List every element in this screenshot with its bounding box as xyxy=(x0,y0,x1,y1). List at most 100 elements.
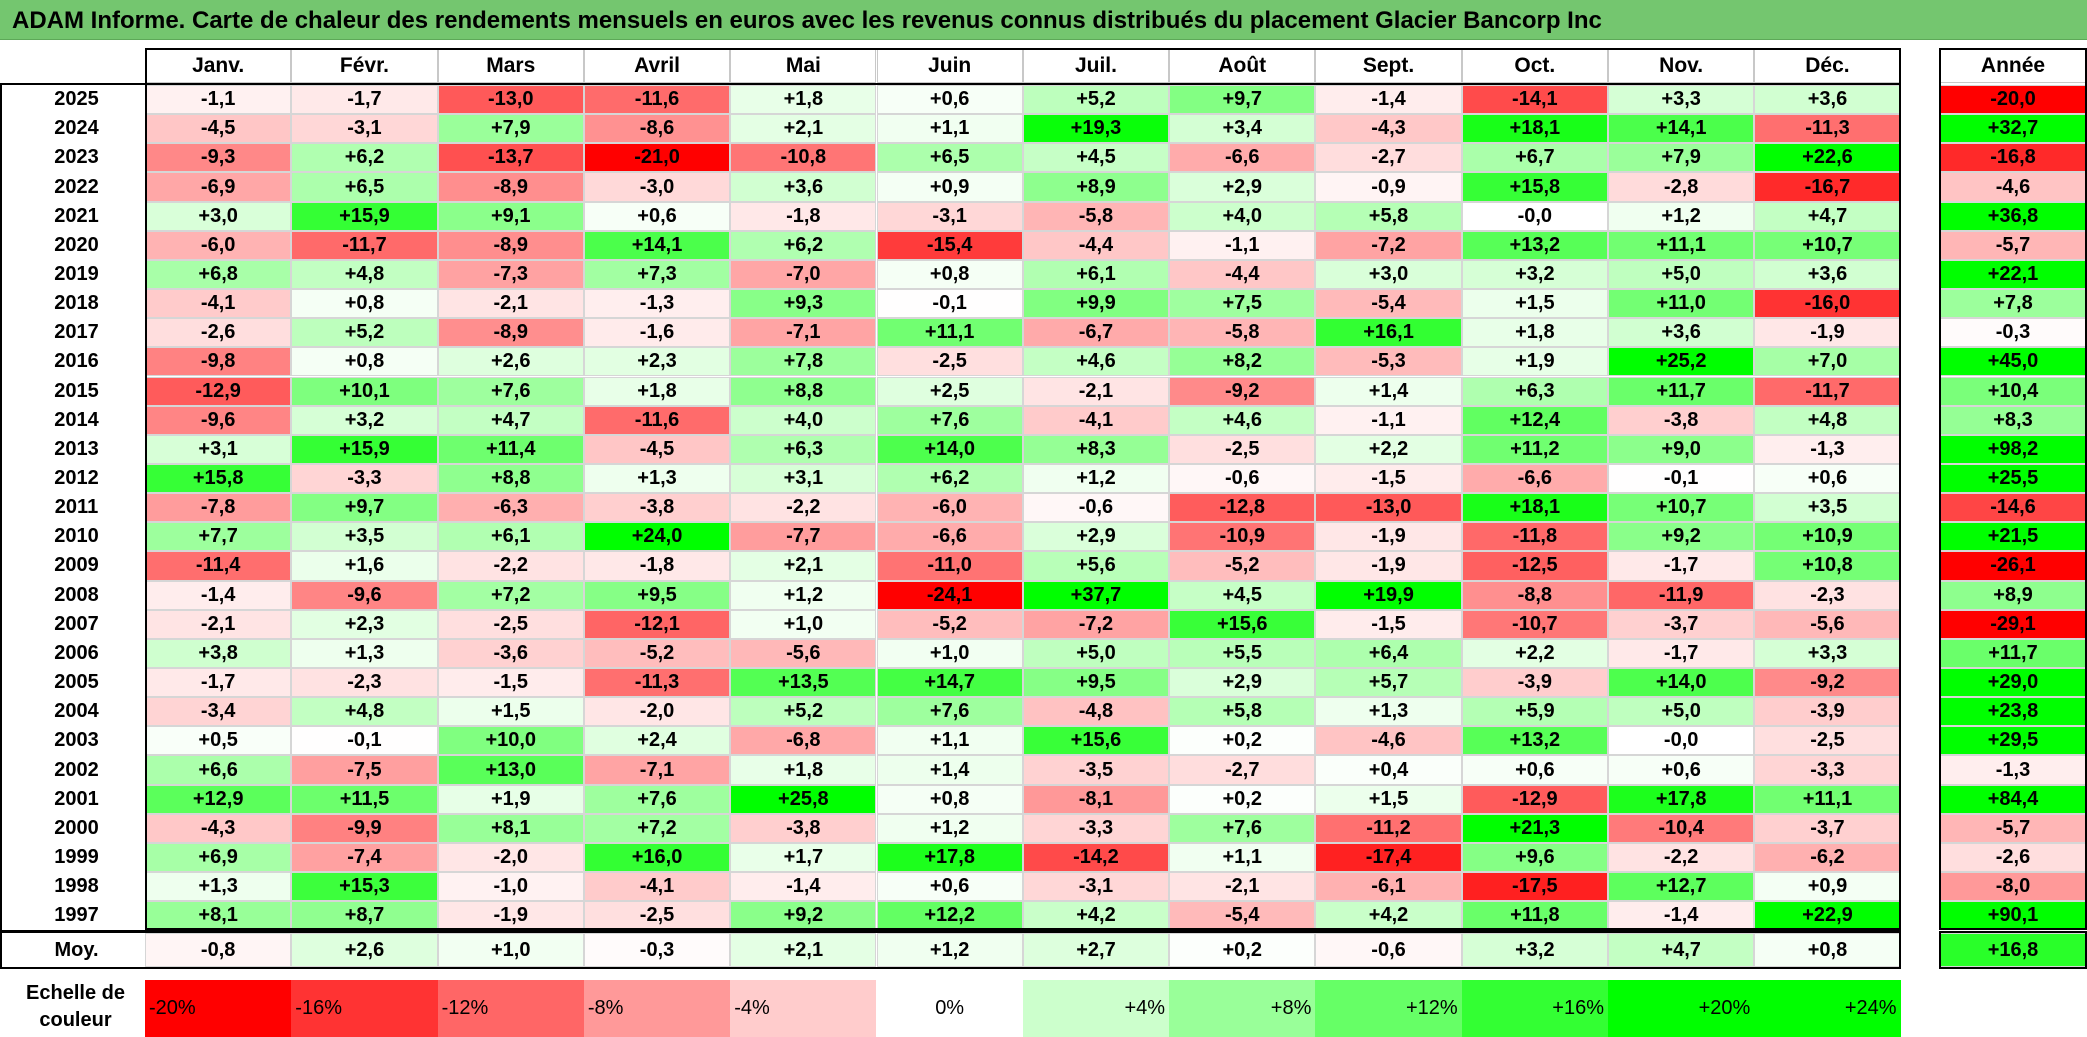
heatmap-cell: +11,1 xyxy=(1754,784,1901,814)
color-scale-stop: -12% xyxy=(437,980,584,1037)
heatmap-cell: +9,0 xyxy=(1608,434,1755,464)
heatmap-cell: +4,5 xyxy=(1022,143,1170,173)
heatmap-cell: -3,3 xyxy=(1022,813,1170,843)
heatmap-cell: -1,1 xyxy=(145,85,292,115)
heatmap-cell: -1,1 xyxy=(1315,405,1462,435)
heatmap-cell: -2,6 xyxy=(145,318,292,348)
annual-cell: +90,1 xyxy=(1939,901,2087,931)
heatmap-cell: -13,0 xyxy=(1315,493,1462,523)
annual-cell: +11,7 xyxy=(1939,638,2087,668)
heatmap-cell: +14,7 xyxy=(876,668,1023,698)
heatmap-cell: -13,0 xyxy=(437,85,584,115)
heatmap-cell: +11,1 xyxy=(1608,230,1755,260)
heatmap-cell: -2,7 xyxy=(1315,143,1462,173)
heatmap-cell: +1,5 xyxy=(437,697,584,727)
heatmap-cell: +3,3 xyxy=(1608,85,1755,115)
heatmap-cell: -0,6 xyxy=(1022,493,1170,523)
color-scale-stop: +12% xyxy=(1315,980,1462,1037)
heatmap-cell: -3,9 xyxy=(1461,668,1608,698)
heatmap-cell: +1,5 xyxy=(1461,289,1608,319)
average-annual-cell: +16,8 xyxy=(1939,933,2087,967)
heatmap-cell: +1,3 xyxy=(291,638,438,668)
heatmap-cell: +1,3 xyxy=(145,872,292,902)
heatmap-cell: +1,7 xyxy=(730,842,877,873)
color-scale-stop: +4% xyxy=(1022,980,1170,1037)
heatmap-cell: +1,1 xyxy=(876,114,1023,144)
heatmap-cell: +12,4 xyxy=(1461,405,1608,435)
heatmap-cell: +17,8 xyxy=(1608,784,1755,814)
year-label: 2010 xyxy=(54,525,99,548)
average-cell: +2,7 xyxy=(1022,933,1170,967)
heatmap-cell: -7,3 xyxy=(437,259,584,290)
year-label: 1997 xyxy=(54,904,99,927)
heatmap-cell: +7,3 xyxy=(583,259,731,290)
annual-cell: -0,3 xyxy=(1939,318,2087,348)
heatmap-cell: +2,1 xyxy=(730,114,877,144)
heatmap-cell: +9,2 xyxy=(730,901,877,931)
color-scale-stop: +8% xyxy=(1169,980,1316,1037)
heatmap-cell: +5,2 xyxy=(291,318,438,348)
average-cell: -0,3 xyxy=(583,933,731,967)
heatmap-cell: -1,5 xyxy=(1315,609,1462,639)
heatmap-cell: -3,1 xyxy=(1022,872,1170,902)
heatmap-cell: +10,9 xyxy=(1754,522,1901,552)
heatmap-cell: -0,0 xyxy=(1608,726,1755,756)
heatmap-cell: +1,3 xyxy=(1315,697,1462,727)
heatmap-cell: +7,0 xyxy=(1754,347,1901,377)
heatmap-cell: -7,0 xyxy=(730,259,877,290)
year-label: 2009 xyxy=(54,554,99,577)
heatmap-cell: +10,1 xyxy=(291,376,438,406)
heatmap-cell: +9,5 xyxy=(583,580,731,610)
heatmap-cell: -7,5 xyxy=(291,755,438,785)
heatmap-cell: +5,8 xyxy=(1169,697,1316,727)
heatmap-cell: +0,6 xyxy=(583,201,731,231)
heatmap-cell: +25,2 xyxy=(1608,347,1755,377)
heatmap-cell: -4,1 xyxy=(145,289,292,319)
year-label: 2012 xyxy=(54,467,99,489)
heatmap-cell: +0,6 xyxy=(876,872,1023,902)
heatmap-cell: +5,7 xyxy=(1315,668,1462,698)
heatmap-cell: +3,6 xyxy=(1608,318,1755,348)
heatmap-cell: -2,5 xyxy=(1169,434,1316,464)
heatmap-cell: -2,5 xyxy=(437,609,584,639)
heatmap-cell: +22,6 xyxy=(1754,143,1901,173)
heatmap-cell: -3,4 xyxy=(145,697,292,727)
heatmap-cell: -1,9 xyxy=(1315,522,1462,552)
month-header: Août xyxy=(1169,48,1316,83)
heatmap-cell: -2,8 xyxy=(1608,172,1755,202)
year-label: 2006 xyxy=(54,641,99,664)
heatmap-cell: +3,2 xyxy=(1461,259,1608,290)
annual-cell: -4,6 xyxy=(1939,172,2087,202)
heatmap-cell: +7,8 xyxy=(730,347,877,377)
heatmap-cell: +13,0 xyxy=(437,755,584,785)
year-label: 2015 xyxy=(54,379,99,402)
heatmap-cell: +1,3 xyxy=(583,463,731,494)
heatmap-cell: +1,1 xyxy=(876,726,1023,756)
heatmap-cell: +4,0 xyxy=(1169,201,1316,231)
heatmap-cell: -6,3 xyxy=(437,493,584,523)
heatmap-cell: +3,1 xyxy=(730,463,877,494)
average-cell: +4,7 xyxy=(1608,933,1755,967)
heatmap-cell: -12,8 xyxy=(1169,493,1316,523)
heatmap-cell: +1,4 xyxy=(876,755,1023,785)
heatmap-cell: +37,7 xyxy=(1022,580,1170,610)
annual-cell: -16,8 xyxy=(1939,143,2087,173)
heatmap-cell: +7,6 xyxy=(583,784,731,814)
heatmap-cell: +0,9 xyxy=(1754,872,1901,902)
heatmap-cell: +7,7 xyxy=(145,522,292,552)
heatmap-cell: +4,2 xyxy=(1022,901,1170,931)
heatmap-cell: +3,8 xyxy=(145,638,292,668)
heatmap-cell: +4,8 xyxy=(291,697,438,727)
heatmap-cell: +10,0 xyxy=(437,726,584,756)
heatmap-cell: +0,8 xyxy=(291,289,438,319)
heatmap-cell: -3,7 xyxy=(1608,609,1755,639)
heatmap-cell: -6,0 xyxy=(876,493,1023,523)
heatmap-cell: +0,8 xyxy=(876,784,1023,814)
heatmap-cell: -6,1 xyxy=(1315,872,1462,902)
heatmap-cell: +6,2 xyxy=(291,143,438,173)
annual-cell: +7,8 xyxy=(1939,289,2087,319)
annual-cell: +23,8 xyxy=(1939,697,2087,727)
heatmap-cell: -6,8 xyxy=(730,726,877,756)
average-cell: +0,2 xyxy=(1169,933,1316,967)
heatmap-cell: +6,2 xyxy=(876,463,1023,494)
